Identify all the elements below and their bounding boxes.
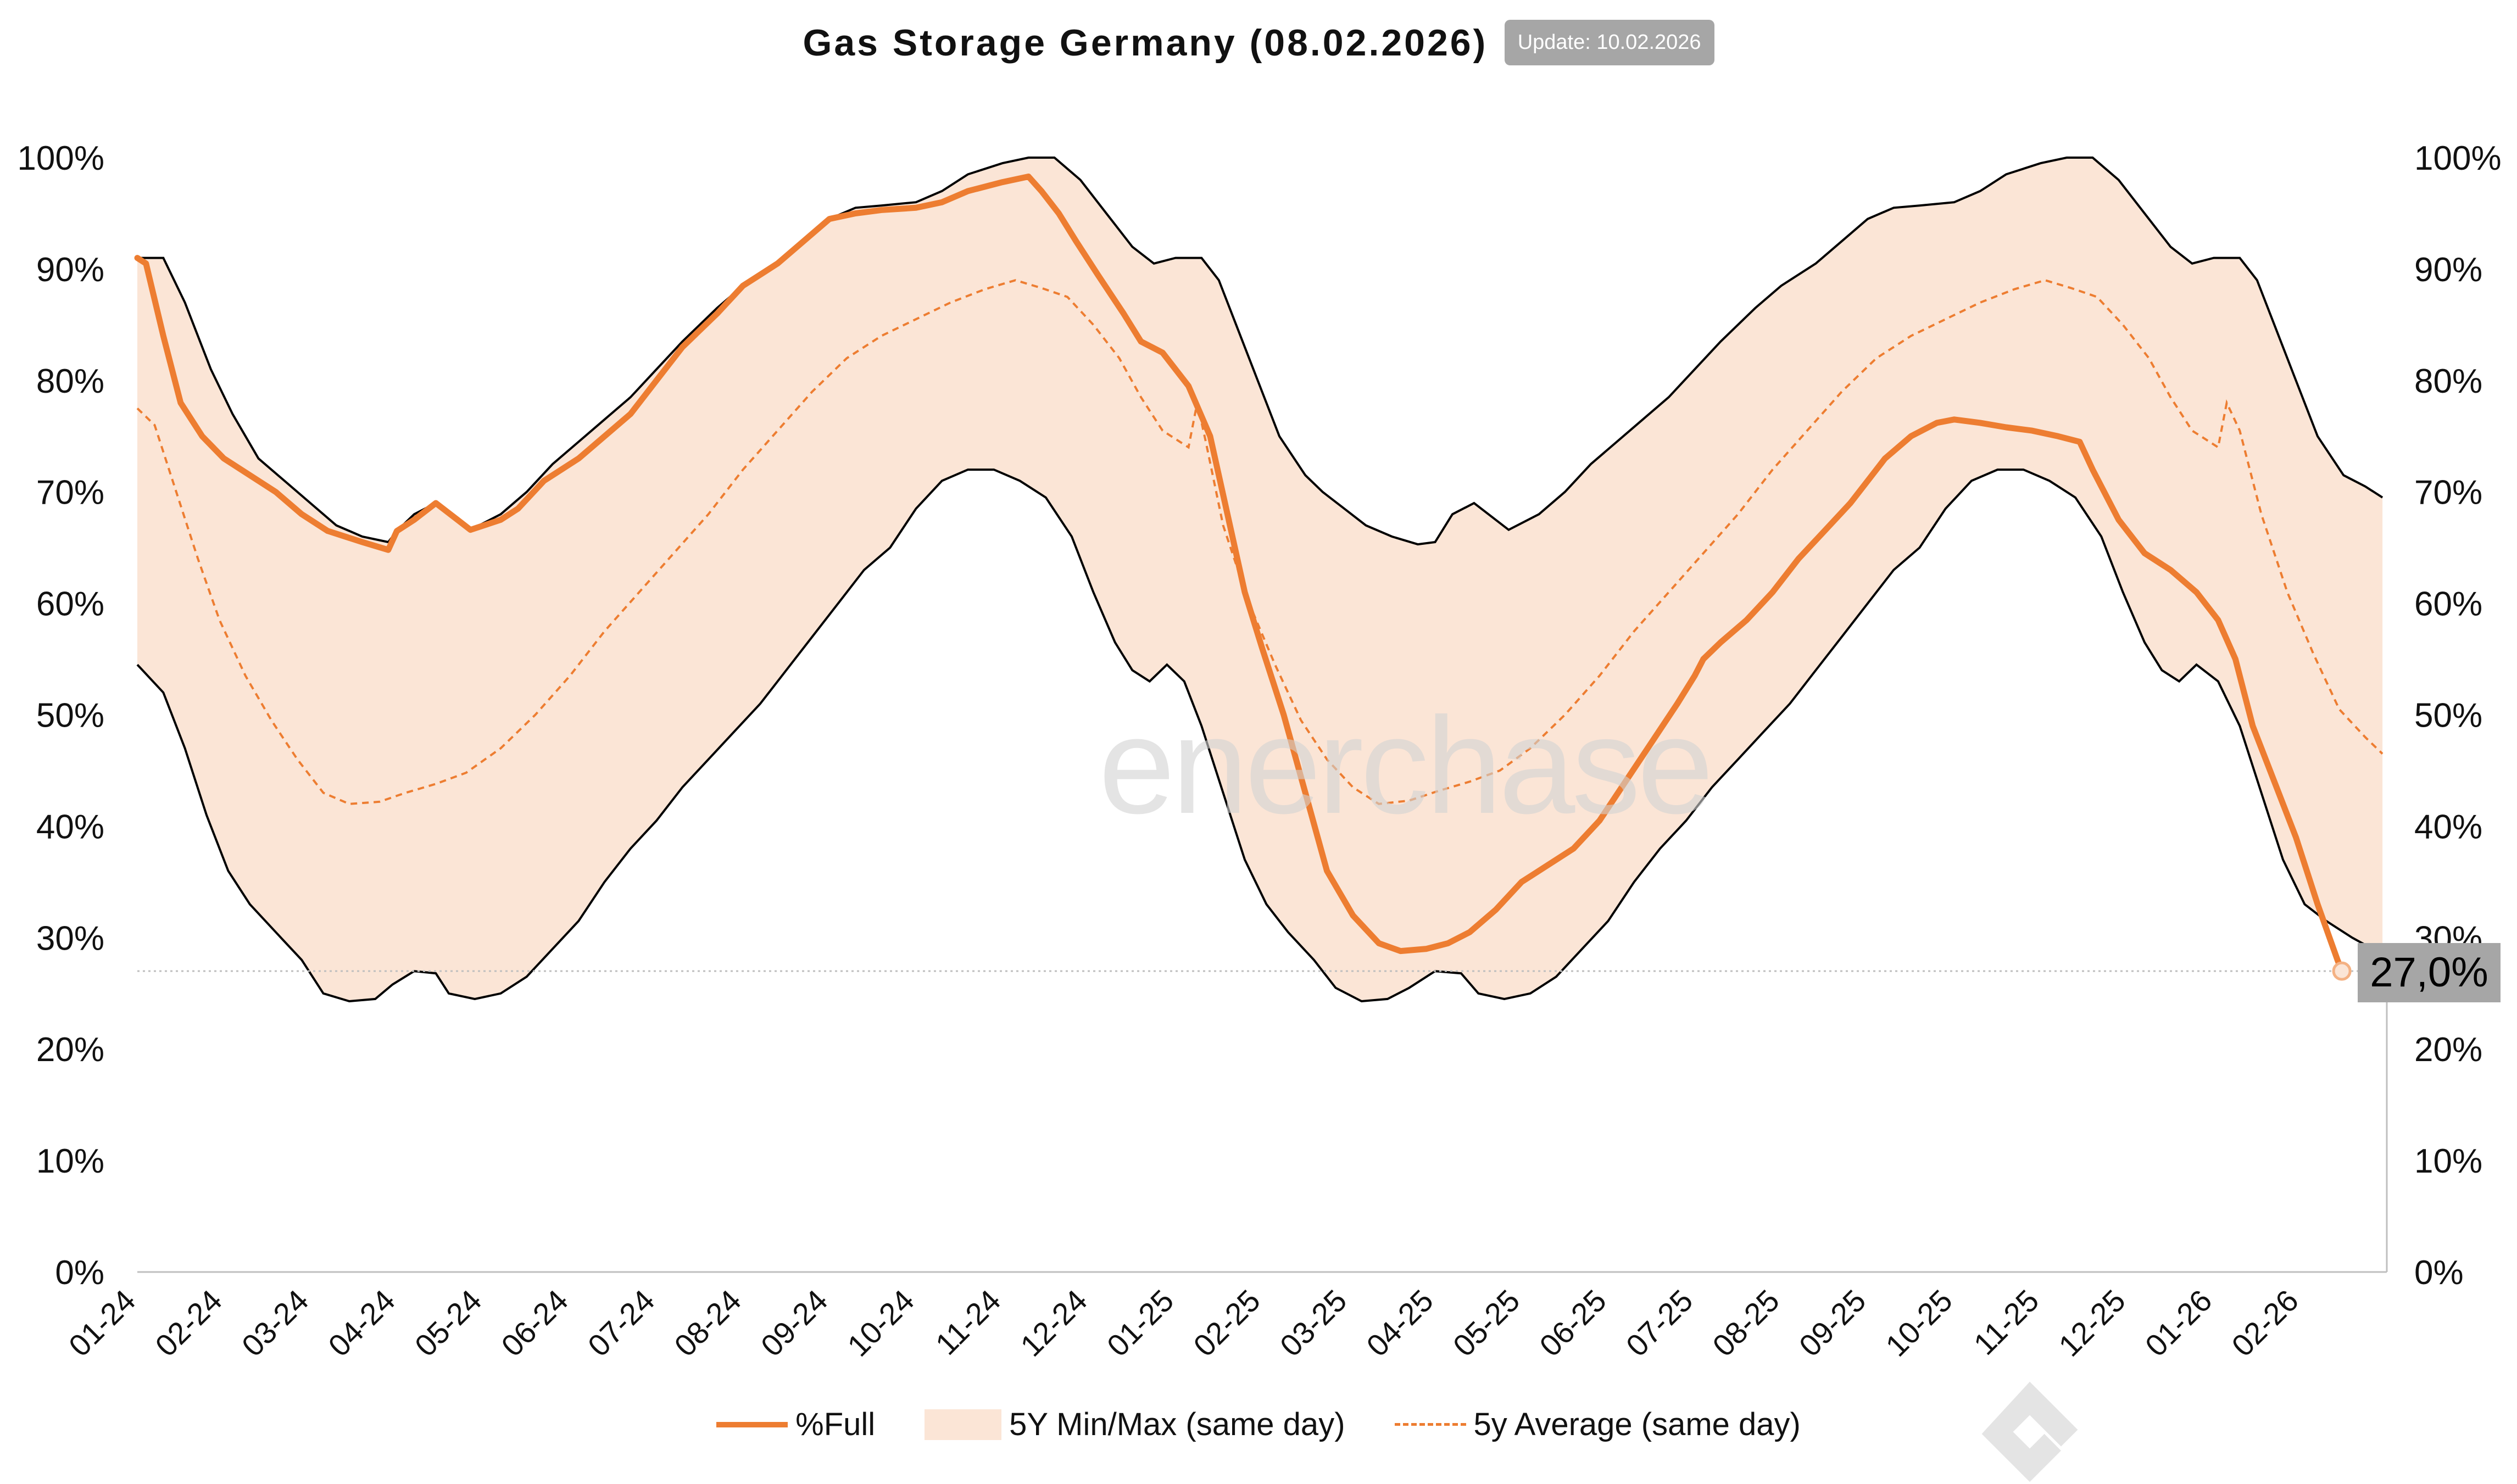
watermark-text: enerchase (1099, 689, 1713, 842)
x-tick-label: 06-25 (1533, 1283, 1613, 1363)
legend-item-full: %Full (716, 1406, 875, 1443)
chart-title: Gas Storage Germany (08.02.2026) (803, 21, 1488, 64)
x-tick-label: 01-26 (2139, 1283, 2219, 1363)
y-tick-label-right: 10% (2414, 1142, 2482, 1180)
last-point-marker (2332, 961, 2352, 981)
legend-label-average: 5y Average (same day) (1473, 1407, 1801, 1442)
x-tick-label: 08-25 (1706, 1283, 1786, 1363)
y-tick-label-right: 50% (2414, 697, 2482, 735)
x-tick-label: 06-24 (494, 1283, 575, 1363)
x-tick-label: 12-25 (2052, 1283, 2132, 1363)
y-tick-label-right: 100% (2414, 140, 2502, 177)
legend-item-average: 5y Average (same day) (1394, 1406, 1801, 1443)
chart-header: Gas Storage Germany (08.02.2026) Update:… (0, 20, 2517, 65)
x-tick-label: 12-24 (1014, 1283, 1094, 1363)
y-tick-label-right: 70% (2414, 474, 2482, 512)
legend-swatch-full (716, 1421, 788, 1427)
y-tick-label-right: 80% (2414, 362, 2482, 400)
x-tick-label: 10-25 (1879, 1283, 1959, 1363)
y-tick-label-left: 30% (36, 919, 104, 957)
y-tick-label-left: 10% (36, 1142, 104, 1180)
x-tick-label: 03-25 (1273, 1283, 1354, 1363)
y-tick-label-left: 80% (36, 362, 104, 400)
x-tick-label: 05-24 (408, 1283, 488, 1363)
x-tick-label: 08-24 (667, 1283, 748, 1363)
legend: %Full 5Y Min/Max (same day) 5y Average (… (0, 1406, 2517, 1443)
x-tick-label: 07-25 (1619, 1283, 1700, 1363)
y-tick-label-right: 0% (2414, 1254, 2464, 1292)
x-tick-label: 04-25 (1360, 1283, 1440, 1363)
legend-swatch-band (925, 1409, 1002, 1440)
band-min-line (136, 468, 2384, 1003)
x-tick-label: 01-24 (62, 1283, 142, 1363)
x-tick-label: 09-25 (1792, 1283, 1873, 1363)
x-tick-label: 01-25 (1100, 1283, 1180, 1363)
y-tick-label-left: 0% (55, 1254, 104, 1292)
watermark-logo-icon (1981, 1381, 2078, 1482)
x-tick-label: 03-24 (235, 1283, 315, 1363)
watermark: enerchase (989, 687, 2078, 1482)
y-tick-label-left: 40% (36, 808, 104, 846)
y-tick-label-right: 60% (2414, 585, 2482, 623)
last-value-label: 27,0% (2358, 943, 2501, 1002)
x-tick-label: 02-26 (2225, 1283, 2305, 1363)
x-tick-label: 07-24 (581, 1283, 661, 1363)
full-line (134, 174, 2345, 974)
y-tick-label-left: 60% (36, 585, 104, 623)
y-tick-label-left: 20% (36, 1031, 104, 1069)
legend-swatch-average (1394, 1423, 1466, 1426)
x-tick-label: 05-25 (1446, 1283, 1527, 1363)
legend-item-band: 5Y Min/Max (same day) (925, 1406, 1345, 1443)
minmax-band (137, 158, 2383, 1001)
x-tick-label: 09-24 (754, 1283, 834, 1363)
y-tick-label-left: 100% (17, 140, 104, 177)
x-tick-label: 04-24 (321, 1283, 402, 1363)
y-tick-label-right: 40% (2414, 808, 2482, 846)
y-tick-label-right: 90% (2414, 251, 2482, 289)
y-tick-label-left: 90% (36, 251, 104, 289)
x-tick-label: 10-24 (840, 1283, 921, 1363)
update-badge: Update: 10.02.2026 (1504, 20, 1714, 65)
legend-label-full: %Full (795, 1407, 876, 1442)
legend-label-band: 5Y Min/Max (same day) (1009, 1407, 1345, 1442)
y-tick-label-right: 20% (2414, 1031, 2482, 1069)
x-tick-label: 02-24 (148, 1283, 229, 1363)
x-tick-label: 11-24 (929, 1283, 1007, 1362)
y-tick-label-left: 50% (36, 697, 104, 735)
x-tick-label: 02-25 (1187, 1283, 1267, 1363)
y-tick-label-left: 70% (36, 474, 104, 512)
x-tick-label: 11-25 (1967, 1283, 2046, 1362)
